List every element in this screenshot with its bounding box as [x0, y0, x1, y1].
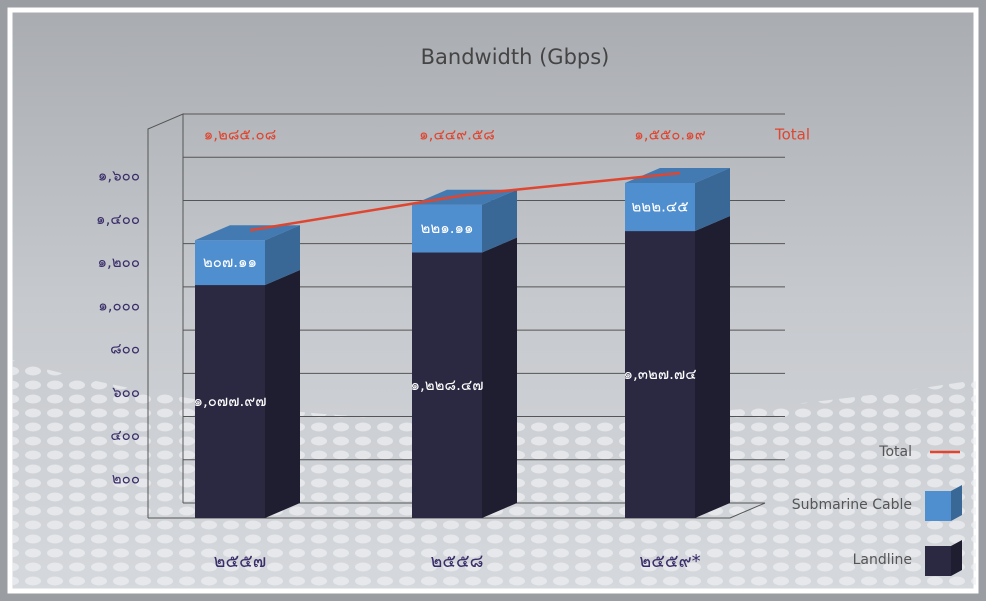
bar-segment	[195, 240, 265, 286]
value-label: ๒๐๗.๑๑	[203, 253, 257, 271]
total-line	[249, 171, 681, 232]
axis-wall	[147, 113, 184, 518]
y-tick-label: ๔๐๐	[110, 426, 140, 444]
value-label: ๒๒๑.๑๑	[420, 219, 473, 237]
value-label: ๑,๓๒๗.๗๔	[623, 365, 696, 383]
value-label: ๑,๒๒๘.๔๗	[410, 376, 483, 394]
bar-side	[695, 167, 730, 232]
y-tick-label: ๒๐๐	[112, 469, 140, 487]
legend-label: Total	[878, 444, 912, 460]
total-label: ๑,๒๘๕.๐๘	[204, 126, 277, 144]
bar-side	[265, 225, 300, 286]
legend-label: Submarine Cable	[792, 497, 912, 513]
y-tick-label: ๑,๔๐๐	[96, 210, 140, 228]
bar-side	[482, 237, 517, 518]
bar-top	[195, 225, 300, 241]
legend-swatch-side	[951, 540, 962, 576]
value-label: ๒๒๒.๔๕	[631, 198, 688, 216]
bar-side	[482, 189, 517, 253]
y-tick-label: ๑,๒๐๐	[98, 253, 141, 271]
legend-swatch	[925, 491, 951, 521]
chart-title: Bandwidth (Gbps)	[421, 45, 610, 69]
legend-swatch	[925, 546, 951, 576]
total-label: ๑,๔๔๙.๕๘	[419, 126, 495, 144]
value-label: ๑,๐๗๗.๙๗	[193, 392, 266, 410]
bar-segment	[625, 231, 695, 518]
x-tick-label: ๒๕๕๘	[431, 551, 484, 572]
bar-side	[695, 216, 730, 518]
bar-top	[625, 167, 730, 183]
annotation: Total	[774, 126, 810, 144]
x-tick-label: ๒๕๕๗	[214, 551, 267, 572]
bar-segment	[412, 252, 482, 518]
x-tick-label: ๒๕๕๙*	[639, 551, 700, 572]
y-tick-label: ๑,๐๐๐	[98, 296, 140, 314]
y-tick-label: ๖๐๐	[112, 383, 140, 401]
bar-segment	[195, 285, 265, 518]
bar-segment	[412, 204, 482, 253]
bar-segment	[625, 182, 695, 232]
total-label: ๑,๕๕๐.๑๙	[634, 126, 705, 144]
y-tick-label: ๘๐๐	[110, 340, 140, 358]
bar-side	[265, 270, 300, 518]
y-tick-label: ๑,๖๐๐	[98, 167, 140, 185]
legend-swatch-side	[951, 485, 962, 521]
legend-label: Landline	[853, 552, 912, 568]
